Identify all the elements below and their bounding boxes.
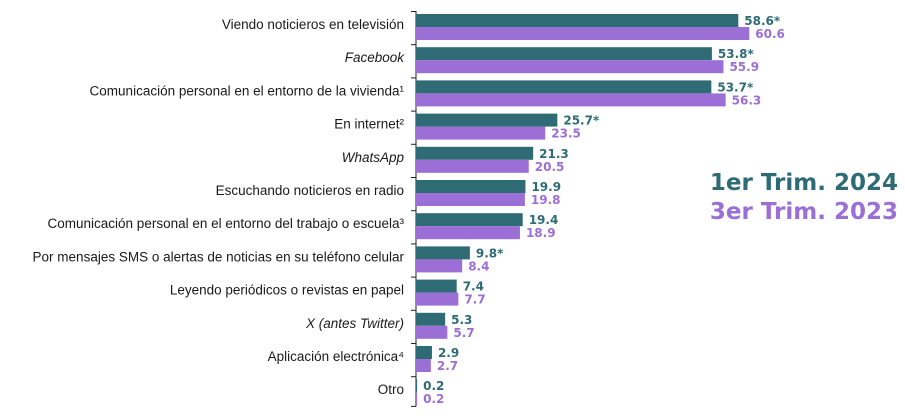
bar-3er-trim-2023 xyxy=(416,325,448,339)
category-label: Otro xyxy=(378,382,404,397)
bar-1er-trim-2024 xyxy=(416,146,534,160)
bar-1er-trim-2024 xyxy=(416,113,558,127)
bar-3er-trim-2023 xyxy=(416,259,463,273)
value-label-3er-trim-2023: 7.7 xyxy=(464,293,485,307)
bar-1er-trim-2024 xyxy=(416,14,739,27)
value-label-1er-trim-2024: 19.9 xyxy=(531,180,561,194)
bar-3er-trim-2023 xyxy=(416,60,724,74)
bar-3er-trim-2023 xyxy=(416,359,431,372)
category-label: Viendo noticieros en televisión xyxy=(222,17,404,32)
bar-1er-trim-2024 xyxy=(416,379,418,393)
bar-3er-trim-2023 xyxy=(416,93,726,107)
legend-entry-1er-trim-2024: 1er Trim. 2024 xyxy=(710,170,898,196)
category-label: Facebook xyxy=(345,50,406,65)
value-label-3er-trim-2023: 60.6 xyxy=(755,27,785,41)
value-label-1er-trim-2024: 0.2 xyxy=(423,379,444,393)
bar-1er-trim-2024 xyxy=(416,213,523,227)
bar-3er-trim-2023 xyxy=(416,27,750,40)
value-label-1er-trim-2024: 9.8* xyxy=(476,246,504,260)
value-label-1er-trim-2024: 5.3 xyxy=(451,313,472,327)
value-label-3er-trim-2023: 8.4 xyxy=(468,259,489,273)
value-label-1er-trim-2024: 58.6* xyxy=(744,14,781,28)
value-label-3er-trim-2023: 5.7 xyxy=(453,326,474,340)
bar-3er-trim-2023 xyxy=(416,159,529,173)
category-label: Escuchando noticieros en radio xyxy=(216,183,404,198)
value-label-1er-trim-2024: 25.7* xyxy=(563,114,600,128)
bar-1er-trim-2024 xyxy=(416,346,432,359)
bar-3er-trim-2023 xyxy=(416,126,546,140)
bar-1er-trim-2024 xyxy=(416,246,470,260)
bar-3er-trim-2023 xyxy=(416,226,520,240)
value-label-3er-trim-2023: 20.5 xyxy=(535,160,565,174)
category-label: Por mensajes SMS o alertas de noticias e… xyxy=(33,249,405,264)
value-label-1er-trim-2024: 53.8* xyxy=(718,47,755,61)
category-label: Comunicación personal en el entorno de l… xyxy=(90,83,405,98)
value-label-3er-trim-2023: 23.5 xyxy=(551,127,581,141)
bar-1er-trim-2024 xyxy=(416,47,712,61)
value-label-3er-trim-2023: 2.7 xyxy=(437,359,458,373)
bar-1er-trim-2024 xyxy=(416,180,526,193)
bar-1er-trim-2024 xyxy=(416,279,457,293)
value-label-1er-trim-2024: 2.9 xyxy=(438,346,459,360)
category-label: Aplicación electrónica⁴ xyxy=(268,349,405,364)
value-label-3er-trim-2023: 0.2 xyxy=(423,392,444,406)
category-label: Leyendo periódicos o revistas en papel xyxy=(170,283,404,298)
value-label-1er-trim-2024: 53.7* xyxy=(717,80,754,94)
bar-3er-trim-2023 xyxy=(416,292,459,306)
value-label-3er-trim-2023: 55.9 xyxy=(729,60,759,74)
value-label-1er-trim-2024: 7.4 xyxy=(463,280,484,294)
legend-entry-3er-trim-2023: 3er Trim. 2023 xyxy=(710,199,898,225)
value-label-3er-trim-2023: 56.3 xyxy=(732,93,762,107)
value-label-3er-trim-2023: 19.8 xyxy=(531,193,561,207)
value-label-3er-trim-2023: 18.9 xyxy=(526,226,556,240)
value-label-1er-trim-2024: 19.4 xyxy=(529,213,559,227)
bar-1er-trim-2024 xyxy=(416,312,446,326)
category-label: Comunicación personal en el entorno del … xyxy=(48,216,405,231)
category-label: WhatsApp xyxy=(342,150,405,165)
category-label: X (antes Twitter) xyxy=(305,316,404,331)
bar-3er-trim-2023 xyxy=(416,392,418,406)
category-label: En internet² xyxy=(334,117,404,132)
value-label-1er-trim-2024: 21.3 xyxy=(539,147,569,161)
bar-1er-trim-2024 xyxy=(416,80,712,94)
bar-3er-trim-2023 xyxy=(416,193,525,206)
